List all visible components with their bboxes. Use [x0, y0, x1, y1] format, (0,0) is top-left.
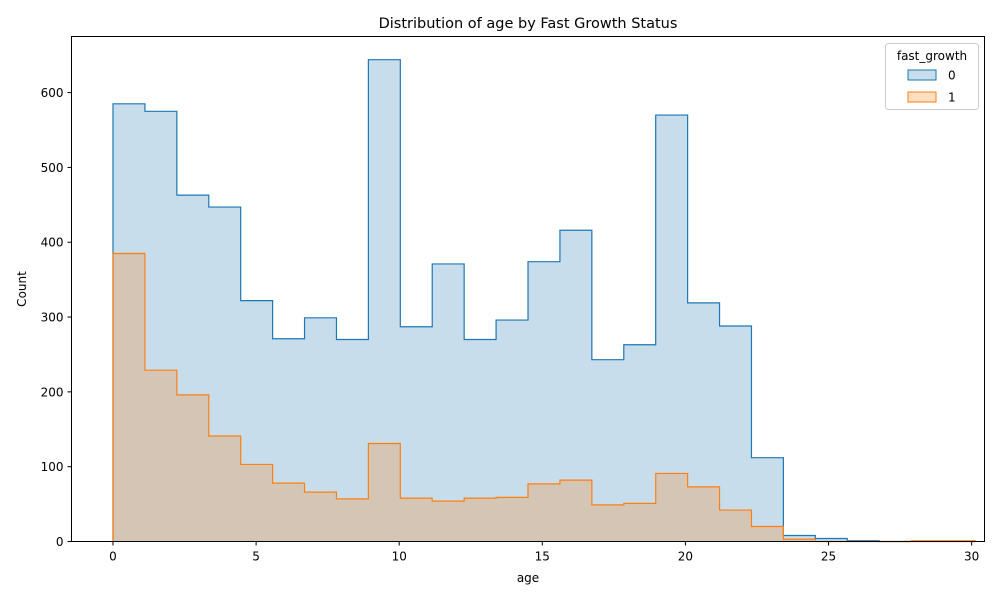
y-tick-label: 300 [41, 311, 64, 325]
y-tick-label: 200 [41, 385, 64, 399]
series-0-fill [113, 59, 975, 542]
x-tick-label: 25 [821, 550, 836, 564]
legend-title: fast_growth [897, 49, 967, 63]
x-axis-label: age [517, 571, 539, 585]
y-axis-ticks: 0 100 200 300 400 500 600 [41, 86, 72, 549]
series-1-step-line [112, 252, 976, 543]
chart-title: Distribution of age by Fast Growth Statu… [379, 16, 678, 32]
y-tick-label: 0 [56, 535, 64, 549]
series-0-step-line [112, 59, 975, 543]
x-tick-label: 10 [392, 550, 407, 564]
x-tick-label: 0 [109, 550, 117, 564]
x-tick-label: 20 [678, 550, 693, 564]
x-axis-ticks: 0 5 10 15 20 25 30 [109, 541, 979, 564]
y-tick-label: 500 [41, 161, 64, 175]
histogram-areas [112, 59, 976, 543]
x-tick-label: 15 [535, 550, 550, 564]
y-axis-label: Count [15, 271, 29, 307]
x-tick-label: 5 [252, 550, 260, 564]
legend-frame [885, 43, 979, 110]
y-tick-label: 400 [41, 236, 64, 250]
legend-swatch-0 [907, 69, 937, 81]
legend-swatch-1 [907, 91, 937, 103]
y-tick-label: 100 [41, 460, 64, 474]
plot-frame [71, 36, 985, 542]
legend-label-1: 1 [948, 91, 956, 105]
legend: fast_growth 0 1 [885, 43, 979, 110]
y-tick-label: 600 [41, 86, 64, 100]
x-tick-label: 30 [964, 550, 979, 564]
legend-label-0: 0 [948, 69, 956, 83]
